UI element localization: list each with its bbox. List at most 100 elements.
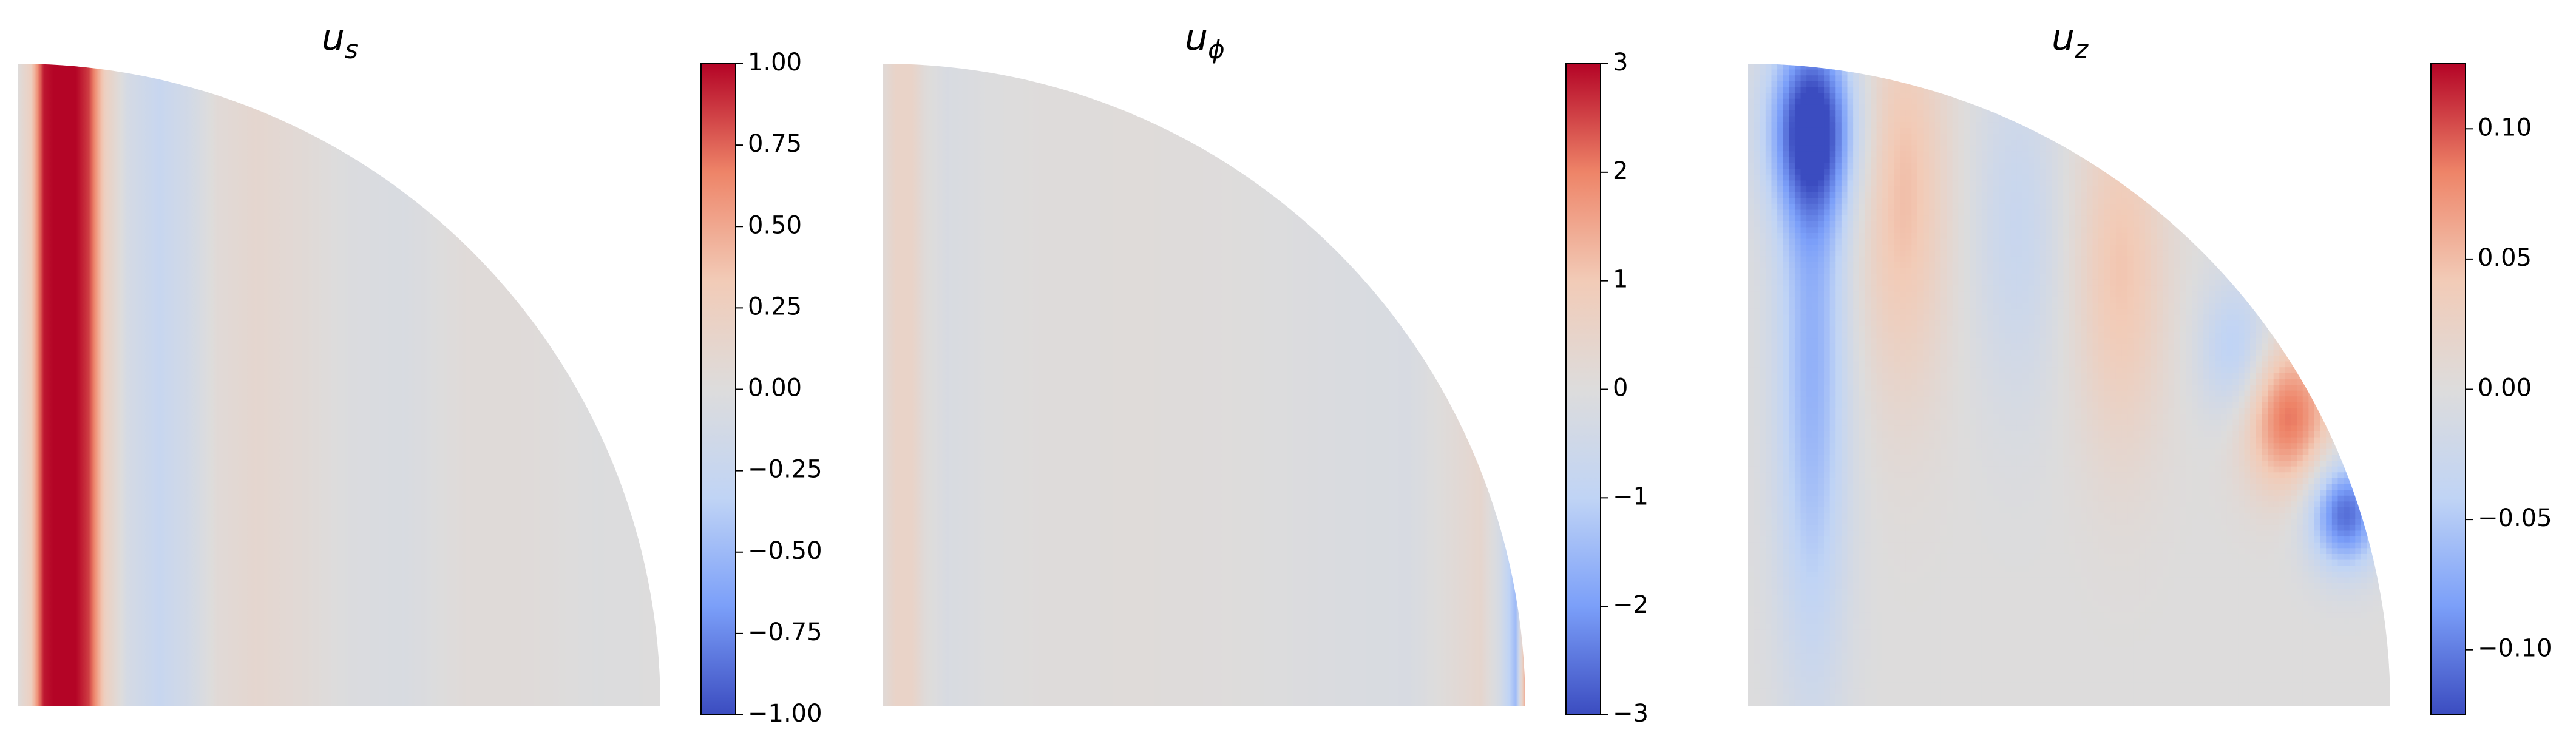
field-cell bbox=[1894, 606, 1900, 613]
field-cell bbox=[1859, 524, 1865, 532]
field-cell bbox=[1905, 530, 1912, 537]
field-cell bbox=[1835, 163, 1842, 169]
field-cell bbox=[2010, 192, 2018, 198]
field-cell bbox=[1754, 472, 1760, 479]
field-cell bbox=[2005, 559, 2012, 566]
field-cell bbox=[1947, 443, 1953, 450]
field-cell bbox=[1970, 198, 1976, 204]
field-cell bbox=[1859, 343, 1865, 350]
field-cell bbox=[1894, 93, 1900, 100]
field-cell bbox=[2005, 455, 2012, 461]
field-cell bbox=[1760, 431, 1766, 438]
field-cell bbox=[1934, 408, 1941, 414]
field-cell bbox=[1940, 390, 1947, 397]
field-cell bbox=[1760, 606, 1766, 613]
field-cell bbox=[1882, 232, 1889, 240]
field-cell bbox=[1818, 180, 1825, 187]
field-cell bbox=[1824, 209, 1831, 216]
field-cell bbox=[1911, 227, 1918, 234]
field-cell bbox=[1870, 548, 1877, 555]
field-cell bbox=[1865, 408, 1871, 414]
field-cell bbox=[1806, 635, 1813, 642]
field-cell bbox=[1952, 274, 1959, 280]
field-cell bbox=[1888, 385, 1895, 391]
field-cell bbox=[1888, 408, 1895, 414]
field-cell bbox=[1865, 140, 1871, 146]
field-cell bbox=[1923, 157, 1930, 164]
field-cell bbox=[1806, 618, 1813, 624]
field-cell bbox=[1870, 268, 1877, 274]
field-cell bbox=[1999, 232, 2005, 240]
field-cell bbox=[1917, 110, 1924, 117]
field-cell bbox=[1911, 157, 1918, 164]
field-cell bbox=[1917, 524, 1924, 532]
field-cell bbox=[1882, 140, 1889, 146]
field-cell bbox=[1911, 478, 1918, 485]
field-cell bbox=[1847, 443, 1854, 450]
field-cell bbox=[1853, 524, 1860, 532]
field-cell bbox=[1952, 192, 1959, 198]
field-cell bbox=[1794, 274, 1802, 280]
field-cell bbox=[1818, 553, 1825, 561]
field-cell bbox=[1964, 134, 1971, 140]
field-cell bbox=[1882, 332, 1889, 339]
field-cell bbox=[1771, 402, 1778, 409]
field-cell bbox=[1888, 577, 1895, 584]
field-cell bbox=[1865, 116, 1871, 123]
field-cell bbox=[1905, 285, 1912, 292]
field-cell bbox=[1976, 612, 1982, 619]
field-cell bbox=[1882, 355, 1889, 362]
field-cell bbox=[1777, 320, 1784, 327]
field-cell bbox=[1987, 169, 1994, 175]
field-cell bbox=[1765, 676, 1772, 683]
field-cell bbox=[1934, 542, 1941, 549]
field-cell bbox=[1888, 635, 1895, 642]
field-cell bbox=[1888, 203, 1895, 211]
field-cell bbox=[1760, 653, 1766, 660]
field-cell bbox=[1824, 396, 1831, 403]
field-cell bbox=[1777, 676, 1784, 683]
field-cell bbox=[1789, 443, 1795, 450]
field-cell bbox=[1940, 589, 1947, 595]
field-cell bbox=[1847, 647, 1854, 654]
field-cell bbox=[1777, 367, 1784, 374]
field-cell bbox=[1748, 256, 1755, 263]
field-cell bbox=[1923, 326, 1930, 333]
field-cell bbox=[1812, 671, 1819, 677]
field-cell bbox=[1876, 530, 1883, 537]
field-cell bbox=[1940, 559, 1947, 566]
field-cell bbox=[1958, 448, 1965, 456]
field-cell bbox=[1859, 408, 1865, 414]
field-cell bbox=[1923, 279, 1930, 286]
field-cell bbox=[1841, 530, 1848, 537]
field-cell bbox=[1835, 629, 1842, 637]
field-cell bbox=[1870, 536, 1877, 543]
field-cell bbox=[1987, 671, 1994, 677]
field-cell bbox=[1976, 408, 1982, 414]
field-cell bbox=[1934, 192, 1941, 198]
field-cell bbox=[2005, 308, 2012, 316]
field-cell bbox=[1999, 338, 2005, 345]
field-cell bbox=[1835, 595, 1842, 601]
field-cell bbox=[1865, 641, 1871, 648]
field-cell bbox=[1748, 455, 1755, 461]
field-cell bbox=[1882, 163, 1889, 169]
field-cell bbox=[1970, 408, 1976, 414]
field-cell bbox=[1865, 285, 1871, 292]
field-cell bbox=[1818, 314, 1825, 321]
field-cell bbox=[1911, 274, 1918, 280]
field-cell bbox=[1765, 81, 1772, 88]
field-cell bbox=[1853, 507, 1860, 514]
field-cell bbox=[1999, 641, 2005, 648]
field-cell bbox=[1876, 700, 1883, 706]
field-cell bbox=[1812, 326, 1819, 333]
field-cell bbox=[1754, 437, 1760, 444]
field-cell bbox=[1754, 64, 1760, 70]
colorbar-tick-label: 1 bbox=[1613, 266, 1628, 294]
field-cell bbox=[1981, 343, 1988, 350]
field-cell bbox=[1929, 338, 1936, 345]
field-cell bbox=[1894, 688, 1900, 695]
field-cell bbox=[1964, 612, 1971, 619]
field-cell bbox=[1888, 256, 1895, 263]
field-cell bbox=[1923, 419, 1930, 426]
